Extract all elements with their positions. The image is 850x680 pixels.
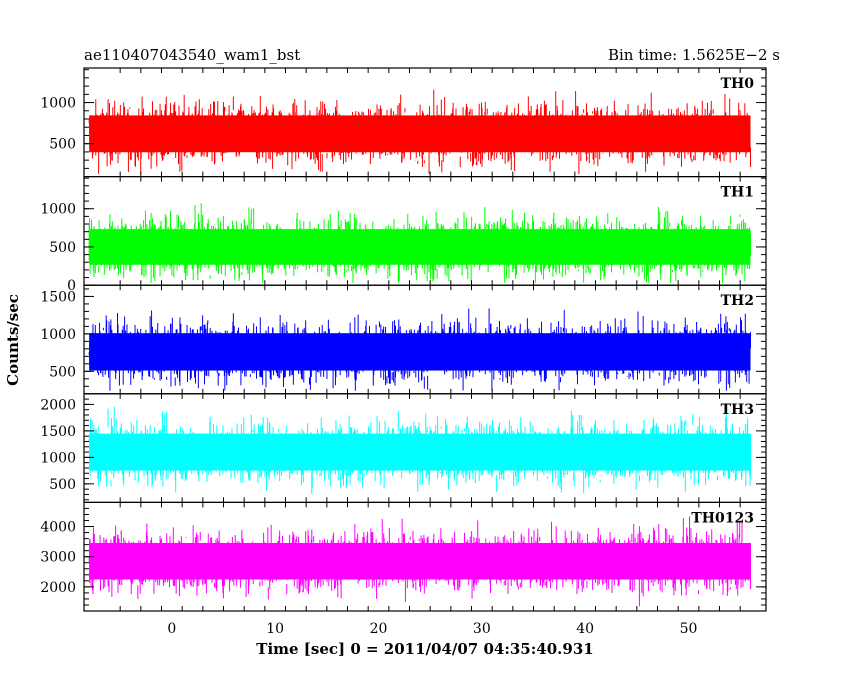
y-axis-label: Counts/sec	[4, 294, 22, 386]
bin-time-label: Bin time: 1.5625E−2 s	[608, 46, 780, 64]
x-tick-label: 40	[576, 621, 594, 637]
x-tick-label: 10	[266, 621, 284, 637]
y-tick-label: 3000	[40, 550, 76, 566]
panel-label-th0123: TH0123	[691, 510, 754, 526]
x-axis-label: Time [sec] 0 = 2011/04/07 04:35:40.931	[256, 640, 593, 658]
y-tick-label: 1500	[40, 424, 76, 440]
x-tick-label: 0	[167, 621, 176, 637]
panel-th3: 500 1000 1500 2000 TH3	[40, 393, 767, 503]
panel-label-th1: TH1	[721, 185, 754, 201]
chart-title: ae110407043540_wam1_bst	[84, 46, 300, 64]
series-line-th3	[88, 406, 751, 494]
series-line-th0	[88, 89, 751, 175]
y-tick-label: 2000	[40, 397, 76, 413]
x-tick-label: 30	[473, 621, 491, 637]
series-line-th0123	[88, 516, 751, 607]
panel-th0: 500 1000 TH0	[40, 67, 767, 178]
y-tick-label: 1000	[40, 450, 76, 466]
series-line-th1	[88, 203, 751, 283]
x-tick-label: 50	[680, 621, 698, 637]
panel-th2: 500 1000 1500 TH2	[40, 284, 767, 395]
y-tick-label: 4000	[40, 520, 76, 536]
panel-th0123: 2000 3000 4000 TH0123	[40, 501, 767, 612]
panel-label-th2: TH2	[721, 293, 754, 309]
panel-label-th0: TH0	[721, 76, 755, 92]
y-tick-label: 2000	[40, 580, 76, 596]
y-tick-label: 1000	[40, 202, 76, 218]
y-tick-label: 1500	[40, 289, 76, 305]
y-tick-label: 1000	[40, 96, 76, 112]
y-tick-label: 0	[67, 278, 76, 294]
y-tick-label: 500	[49, 477, 76, 493]
y-tick-label: 1000	[40, 327, 76, 343]
series-line-th2	[88, 308, 751, 391]
y-tick-label: 500	[49, 137, 76, 153]
y-tick-label: 500	[49, 240, 76, 256]
panel-th1: 0 500 1000 TH1	[40, 176, 767, 294]
panel-label-th3: TH3	[721, 402, 754, 418]
y-tick-label: 500	[49, 364, 76, 380]
x-tick-label: 20	[370, 621, 388, 637]
